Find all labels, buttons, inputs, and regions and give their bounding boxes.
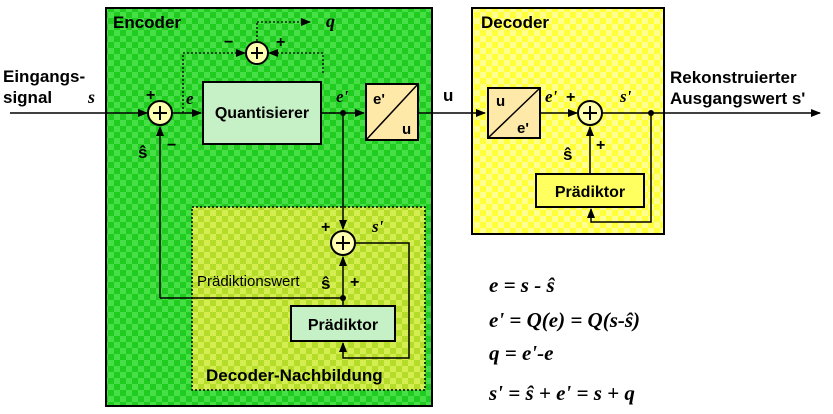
- reconstruction-predictor-label: Prädiktor: [308, 317, 378, 334]
- q-minus-sign: −: [224, 34, 233, 51]
- input-plus-sign: +: [146, 87, 155, 104]
- label-q: q: [326, 11, 335, 31]
- input-label-line1: Eingangs-: [3, 67, 85, 86]
- label-s-prime-recon: s': [371, 217, 384, 236]
- formula-1: e = s - ŝ: [489, 273, 555, 297]
- decoder-title: Decoder: [481, 13, 549, 32]
- formula-2: e' = Q(e) = Q(s-ŝ): [489, 308, 640, 332]
- formula-4: s' = ŝ + e' = s + q: [488, 381, 635, 405]
- recon-plus-top: +: [321, 219, 330, 236]
- output-label-line1: Rekonstruierter: [670, 68, 797, 87]
- decoder-plus-left: +: [566, 89, 575, 106]
- s-hat-label-3: ŝ: [563, 145, 572, 164]
- input-label-line2: signal: [3, 88, 52, 107]
- quantizer-block: [202, 81, 322, 145]
- recon-plus-bottom: +: [350, 274, 359, 291]
- decoder-converter-in: u: [496, 93, 505, 110]
- decoder-predictor-label: Prädiktor: [555, 184, 625, 201]
- label-e-prime-2: e': [545, 87, 558, 106]
- output-label-line2: Ausgangswert s': [670, 89, 805, 108]
- quantizer-label: Quantisierer: [215, 105, 309, 122]
- decoder-converter-out: e': [517, 120, 529, 137]
- encoder-converter-in: e': [373, 91, 385, 108]
- formula-3: q = e'-e: [489, 341, 553, 365]
- encoder-title: Encoder: [113, 13, 181, 32]
- reconstruction-predictor: [290, 305, 396, 342]
- reconstruction-title: Decoder-Nachbildung: [206, 366, 383, 385]
- label-e-prime-1: e': [336, 87, 349, 106]
- prediction-value-label: Prädiktionswert: [197, 273, 300, 290]
- input-var-s: s: [87, 87, 95, 107]
- s-hat-label-2: ŝ: [321, 274, 330, 293]
- decoder-plus-bottom: +: [596, 137, 605, 154]
- label-s-prime-out: s': [619, 87, 632, 106]
- s-hat-label-1: ŝ: [138, 143, 147, 162]
- encoder-converter-out: u: [402, 121, 411, 138]
- label-e: e: [186, 89, 194, 108]
- label-u: u: [443, 86, 453, 105]
- decoder-predictor: [535, 173, 645, 208]
- q-plus-sign: +: [276, 34, 285, 51]
- input-minus-sign: −: [167, 137, 176, 154]
